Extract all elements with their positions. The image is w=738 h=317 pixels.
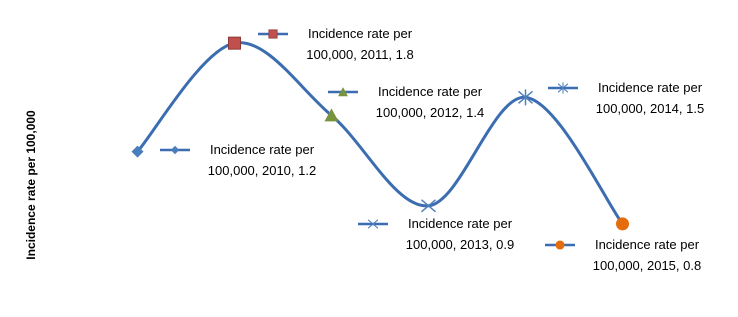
label-key-marker xyxy=(557,82,569,94)
data-label: Incidence rate per 100,000, 2014, 1.5 xyxy=(595,80,705,116)
point-marker xyxy=(421,199,436,213)
label-key-marker xyxy=(170,145,180,155)
label-key-marker xyxy=(367,219,379,229)
point-marker xyxy=(324,108,339,122)
point-marker xyxy=(616,217,629,231)
data-label: Incidence rate per 100,000, 2013, 0.9 xyxy=(405,216,515,252)
point-marker xyxy=(131,145,144,158)
data-label: Incidence rate per 100,000, 2010, 1.2 xyxy=(207,142,317,178)
point-marker xyxy=(518,89,533,106)
label-key-marker xyxy=(338,87,348,97)
series-line xyxy=(136,41,624,225)
y-axis-title: Incidence rate per 100,000 xyxy=(24,110,38,260)
label-key-marker xyxy=(555,240,565,250)
data-label: Incidence rate per 100,000, 2011, 1.8 xyxy=(306,26,414,62)
data-label: Incidence rate per 100,000, 2015, 0.8 xyxy=(592,237,702,273)
point-marker xyxy=(228,36,241,50)
data-label: Incidence rate per 100,000, 2012, 1.4 xyxy=(375,84,485,120)
label-key-marker xyxy=(268,29,278,39)
